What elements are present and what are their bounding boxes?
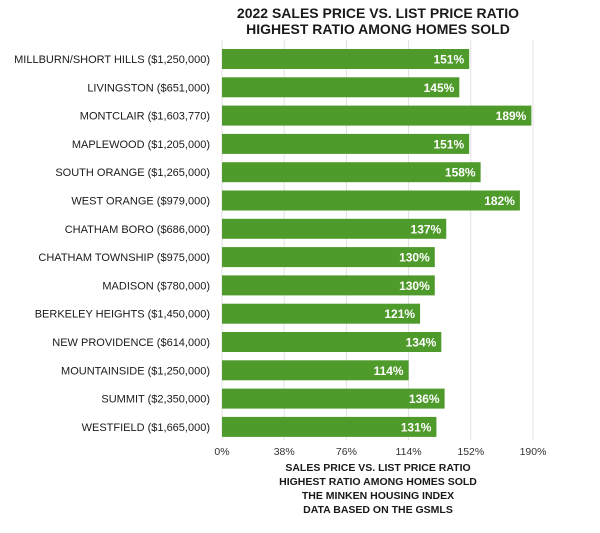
caption-line-1: SALES PRICE VS. LIST PRICE RATIO (285, 462, 470, 474)
caption-line-4: DATA BASED ON THE GSMLS (303, 504, 453, 516)
chart-title-line-1: 2022 SALES PRICE VS. LIST PRICE RATIO (237, 5, 519, 21)
bar-value-label: 145% (424, 81, 455, 95)
bar-value-label: 130% (399, 251, 430, 265)
x-tick-label: 114% (396, 446, 422, 458)
bar-value-label: 158% (445, 166, 476, 180)
bar-value-label: 121% (384, 307, 415, 321)
bar-value-labels: 151% 145% 189% 151% 158% 182% 137% 130% 130% 121%… (374, 53, 527, 435)
bar (222, 416, 437, 437)
x-tick-label: 0% (214, 446, 229, 458)
category-label: CHATHAM BORO ($686,000) (65, 224, 210, 236)
bar-value-label: 131% (401, 420, 432, 434)
category-label: WEST ORANGE ($979,000) (71, 196, 210, 208)
bar (222, 105, 532, 126)
x-tick-label: 38% (274, 446, 295, 458)
bar (222, 190, 520, 211)
caption-line-3: THE MINKEN HOUSING INDEX (302, 490, 454, 502)
category-label: MAPLEWOOD ($1,205,000) (72, 139, 210, 151)
bar (222, 49, 470, 69)
chart-title: 2022 SALES PRICE VS. LIST PRICE RATIO HI… (237, 5, 519, 37)
bar (222, 77, 460, 98)
chart-caption: SALES PRICE VS. LIST PRICE RATIO HIGHEST… (279, 462, 477, 516)
bar (222, 360, 409, 381)
category-label: NEW PROVIDENCE ($614,000) (52, 337, 210, 349)
chart-title-line-2: HIGHEST RATIO AMONG HOMES SOLD (246, 21, 510, 37)
bar-value-label: 151% (433, 53, 464, 67)
category-label: MONTCLAIR ($1,603,770) (80, 111, 210, 123)
bar-value-label: 151% (433, 137, 464, 151)
category-label: SOUTH ORANGE ($1,265,000) (55, 167, 210, 179)
category-label: SUMMIT ($2,350,000) (101, 394, 210, 406)
category-label: MOUNTAINSIDE ($1,250,000) (61, 365, 210, 377)
bar (222, 218, 447, 239)
bar-value-label: 189% (496, 109, 527, 123)
category-label: BERKELEY HEIGHTS ($1,450,000) (35, 309, 210, 321)
bar (222, 133, 470, 154)
bar-value-label: 114% (374, 364, 404, 378)
bar (222, 388, 445, 409)
bar (222, 332, 442, 352)
bar-value-label: 134% (406, 336, 437, 350)
category-label: LIVINGSTON ($651,000) (87, 82, 210, 94)
bar (222, 162, 481, 183)
category-label: WESTFIELD ($1,665,000) (82, 422, 210, 434)
category-labels: MILLBURN/SHORT HILLS ($1,250,000) LIVINGS… (14, 54, 210, 434)
x-tick-label: 152% (457, 446, 484, 458)
x-tick-label: 76% (336, 446, 357, 458)
bar-value-label: 130% (399, 279, 430, 293)
x-axis-tick-labels: 0% 38% 76% 114% 152% 190% (214, 446, 546, 458)
category-label: CHATHAM TOWNSHIP ($975,000) (38, 252, 210, 264)
bar-value-label: 137% (411, 222, 442, 236)
bar (222, 303, 421, 324)
bar-value-label: 136% (409, 392, 440, 406)
category-label: MILLBURN/SHORT HILLS ($1,250,000) (14, 54, 210, 66)
bar (222, 247, 435, 268)
x-tick-label: 190% (520, 446, 547, 458)
bar (222, 275, 435, 296)
category-label: MADISON ($780,000) (102, 280, 210, 292)
chart-bars (222, 49, 532, 437)
caption-line-2: HIGHEST RATIO AMONG HOMES SOLD (279, 476, 477, 488)
bar-value-label: 182% (484, 194, 515, 208)
